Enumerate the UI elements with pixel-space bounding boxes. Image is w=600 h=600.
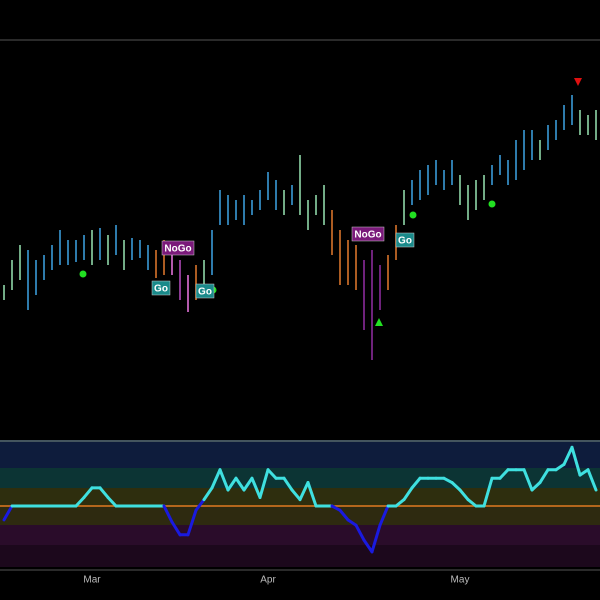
oscillator-segment <box>578 468 590 477</box>
oscillator-segment <box>354 523 366 542</box>
oscillator-segment <box>250 476 262 499</box>
oscillator-segment <box>242 476 254 492</box>
oscillator-segment <box>442 476 454 485</box>
band <box>0 545 600 567</box>
oscillator-segment <box>170 520 182 537</box>
oscillator-segment <box>402 486 414 502</box>
oscillator-segment <box>2 504 14 522</box>
oscillator-segment <box>362 538 374 554</box>
band <box>0 506 600 525</box>
annotation-box <box>151 280 171 296</box>
oscillator-segment <box>570 445 582 477</box>
annotation-box <box>195 283 215 299</box>
oscillator-segment <box>290 488 302 502</box>
oscillator-segment <box>410 476 422 490</box>
oscillator-segment <box>498 468 510 480</box>
oscillator-segment <box>218 468 230 492</box>
oscillator-segment <box>378 504 390 527</box>
oscillator-segment <box>458 488 470 502</box>
oscillator-segment <box>282 476 294 492</box>
band <box>0 442 600 468</box>
oscillator-segment <box>98 486 110 499</box>
oscillator-segment <box>450 481 462 492</box>
oscillator-segment <box>338 508 350 522</box>
oscillator-segment <box>186 508 198 537</box>
oscillator-segment <box>306 481 318 508</box>
signal-dot <box>488 200 496 208</box>
oscillator-segment <box>194 498 206 512</box>
annotation-box <box>395 232 415 248</box>
oscillator-segment <box>530 481 542 492</box>
oscillator-segment <box>554 462 566 472</box>
oscillator-segment <box>106 495 118 508</box>
signal-dot <box>409 211 417 219</box>
oscillator-segment <box>562 445 574 466</box>
annotation: Go <box>398 236 412 247</box>
oscillator-segment <box>466 498 478 508</box>
annotation: Go <box>198 287 212 298</box>
oscillator-segment <box>162 504 174 524</box>
x-tick-label: Mar <box>83 575 101 586</box>
oscillator-segment <box>370 523 382 554</box>
oscillator-segment <box>234 476 246 492</box>
annotation: NoGo <box>354 230 381 241</box>
oscillator-segment <box>82 486 94 499</box>
annotation-box <box>161 240 195 256</box>
oscillator-segment <box>266 468 278 480</box>
signal-triangle <box>574 78 582 86</box>
oscillator-segments <box>2 445 598 554</box>
signal-triangle <box>375 318 383 326</box>
oscillator-segment <box>586 468 598 492</box>
oscillator-segment <box>226 476 238 492</box>
oscillator-segment <box>330 504 342 512</box>
oscillator-segment <box>538 468 550 485</box>
oscillator-segment <box>522 468 534 492</box>
oscillator-segment <box>482 476 494 508</box>
x-tick-label: Apr <box>260 575 276 586</box>
signal-dot <box>79 270 87 278</box>
oscillator-segment <box>202 486 214 502</box>
oscillator-segment <box>210 468 222 490</box>
annotation-box <box>351 226 385 242</box>
annotation: NoGo <box>164 244 191 255</box>
band <box>0 525 600 545</box>
oscillator-segment <box>346 518 358 527</box>
oscillator-bands <box>0 442 600 567</box>
oscillator-segment <box>394 498 406 508</box>
oscillator-segment <box>298 481 310 502</box>
oscillator-segment <box>258 468 270 499</box>
oscillator-segment <box>74 495 86 508</box>
annotation: Go <box>154 284 168 295</box>
x-tick-label: May <box>451 575 470 586</box>
